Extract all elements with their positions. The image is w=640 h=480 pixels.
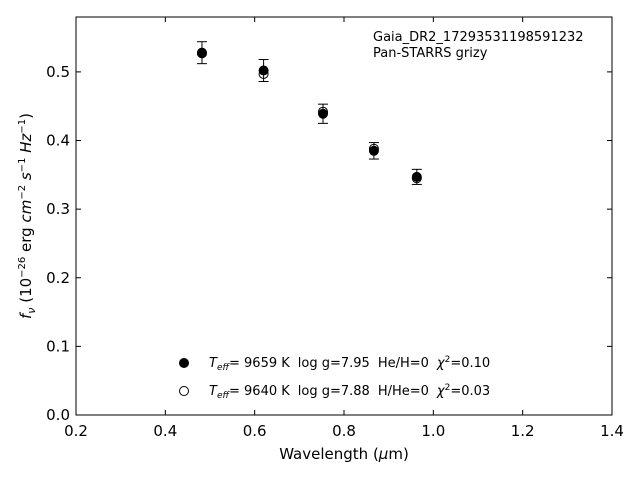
x-tick-label: 0.4 (153, 422, 177, 440)
observed-point (196, 41, 207, 65)
y-tick-label: 0.5 (46, 63, 70, 81)
legend-comp-2: H/He=0 (378, 384, 429, 399)
y-tick-label: 0.3 (46, 200, 70, 218)
x-tick-label: 1.0 (421, 422, 445, 440)
observed-point (258, 59, 269, 83)
y-tick-label: 0.2 (46, 269, 70, 287)
legend-marker-filled (179, 358, 189, 368)
model-point-filled (258, 65, 269, 76)
model-point-filled (368, 145, 379, 156)
y-tick-label: 0.4 (46, 132, 70, 150)
legend-teff-2: 9640 K (244, 384, 290, 399)
observed-point (368, 142, 379, 160)
model-point-filled (411, 171, 422, 182)
legend-comp-1: He/H=0 (378, 356, 429, 371)
y-axis-label: fν (10−26 erg cm−2 s−1 Hz−1) (17, 113, 38, 319)
x-axis-label: Wavelength (μm) (279, 445, 409, 463)
legend-chi2-2: =0.03 (450, 384, 490, 399)
model-point-filled (196, 47, 207, 58)
observed-point (318, 103, 329, 124)
legend-teff-1: 9659 K (244, 356, 290, 371)
y-tick-label: 0.0 (46, 406, 70, 424)
survey-annotation: Pan-STARRS grizy (373, 46, 488, 61)
y-tick-label: 0.1 (46, 337, 70, 355)
plot-layer (196, 41, 422, 185)
x-tick-label: 1.4 (600, 422, 624, 440)
x-tick-label: 0.6 (243, 422, 267, 440)
y-axis-ticks: 0.0 0.1 0.2 0.3 0.4 0.5 (46, 63, 612, 424)
observed-point (411, 168, 422, 185)
object-id-annotation: Gaia_DR2_17293531198591232 (373, 30, 584, 45)
x-tick-label: 0.2 (64, 422, 88, 440)
legend-logg-1: log g=7.95 (298, 356, 370, 371)
legend-logg-2: log g=7.88 (298, 384, 370, 399)
x-tick-label: 1.2 (511, 422, 535, 440)
legend-chi2-1: =0.10 (450, 356, 490, 371)
x-tick-label: 0.8 (332, 422, 356, 440)
legend-marker-open (179, 386, 189, 396)
model-point-filled (318, 108, 329, 119)
x-axis-ticks: 0.2 0.4 0.6 0.8 1.0 1.2 1.4 (64, 17, 624, 440)
